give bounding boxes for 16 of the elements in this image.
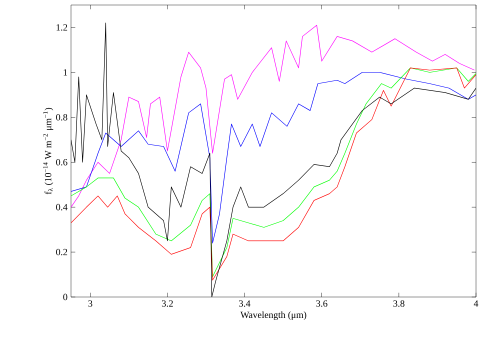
x-tick-label: 3 <box>88 300 92 307</box>
y-tick-label: 0.2 <box>56 248 68 256</box>
x-tick-label: 3.4 <box>239 300 250 307</box>
y-tick-label: 1 <box>64 69 68 76</box>
x-tick-label: 3.6 <box>316 300 328 307</box>
line-series <box>71 24 475 208</box>
y-tick-label: 0.8 <box>56 114 68 121</box>
y-tick-label: 1.2 <box>56 24 68 31</box>
y-tick-label: 0 <box>63 294 68 300</box>
x-tick-label: 4 <box>474 300 478 307</box>
y-tick-label: 0.4 <box>56 204 68 210</box>
y-tick-label: 0.6 <box>56 159 68 166</box>
text: f$_{λ}$ (10$^{−14}$ W m$^{−2}$ μm$^{−1}$) <box>43 108 54 194</box>
x-tick-label: 3.2 <box>162 300 173 307</box>
x-axis-title: Wavelength (μm) <box>240 311 306 320</box>
x-tick-label: 3.8 <box>393 300 404 307</box>
